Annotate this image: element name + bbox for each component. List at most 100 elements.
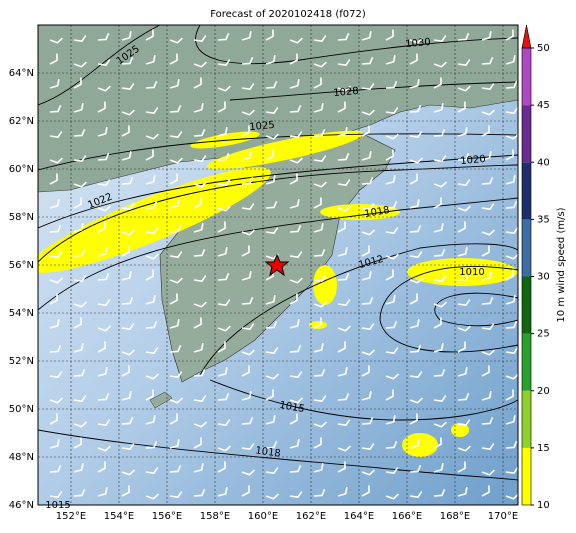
wind-barb (169, 131, 183, 138)
lon-label: 160°E (248, 511, 278, 522)
wind-barb (49, 491, 63, 498)
wind-barb (169, 157, 183, 164)
wind-barb (289, 251, 303, 258)
wind-barb (289, 79, 300, 89)
wind-barb (481, 83, 495, 90)
colorbar-tick-label: 20 (537, 386, 550, 397)
wind-barb (385, 149, 394, 161)
wind-barb (121, 416, 134, 425)
wind-barb (241, 416, 254, 425)
wind-barb (313, 35, 327, 42)
wind-barb (169, 104, 182, 113)
wind-barb (433, 61, 447, 68)
wind-barb (289, 277, 303, 284)
wind-barb (193, 368, 206, 377)
wind-barb (481, 271, 492, 281)
wind-barb (481, 443, 495, 450)
wind-barb (409, 199, 420, 209)
wind-barb (145, 133, 159, 140)
wind-barb (217, 487, 228, 497)
wind-barb (121, 245, 130, 257)
lat-label: 48°N (9, 452, 34, 463)
title: Forecast of 2020102418 (f072) (210, 9, 366, 20)
wind-barb (265, 320, 278, 329)
wind-barb (121, 31, 132, 41)
wind-barb (265, 29, 274, 41)
wind-barb (337, 221, 346, 233)
wind-barb (337, 247, 348, 257)
wind-barb (481, 203, 495, 210)
wind-barb (409, 319, 420, 329)
wind-barb (457, 85, 471, 92)
wind-barb (409, 344, 422, 353)
wind-barb (505, 29, 514, 41)
wind-barb (457, 419, 471, 426)
wind-barb (289, 464, 302, 473)
wind-barb (217, 392, 230, 401)
wind-barb (241, 176, 254, 185)
lon-label: 158°E (200, 511, 230, 522)
wind-barb (361, 271, 372, 281)
wind-barb (337, 59, 351, 66)
wind-barb (217, 179, 231, 186)
wind-barb (457, 341, 466, 353)
wind-barb (217, 272, 230, 281)
wind-barb (241, 296, 254, 305)
wind-barb (361, 416, 374, 425)
wind-barb (265, 175, 276, 185)
wind-barb (97, 325, 111, 332)
wind-barb (241, 125, 250, 137)
wind-barb (169, 371, 183, 378)
wind-barb (385, 269, 394, 281)
wind-barb (145, 200, 158, 209)
wind-barb (385, 440, 398, 449)
wind-barb (409, 293, 418, 305)
wind-barb (169, 439, 180, 449)
wind-barb (385, 227, 399, 234)
colorbar-band (522, 390, 531, 448)
wind-barb (409, 277, 423, 284)
wind-barb (313, 128, 326, 137)
wind-barb (241, 109, 255, 116)
wind-barb (145, 320, 158, 329)
wind-barb (505, 269, 514, 281)
wind-barb (121, 323, 135, 330)
isobar-label: 1010 (459, 267, 484, 278)
colorbar-extend (521, 24, 532, 49)
wind-barb (73, 77, 82, 89)
wind-barb (217, 367, 228, 377)
wind-barb (361, 83, 375, 90)
wind-barb (337, 461, 346, 473)
wind-barb (409, 157, 423, 164)
wind-barb (481, 469, 495, 476)
wind-barb (457, 59, 471, 66)
wind-barb (73, 223, 84, 233)
wind-barb (145, 80, 158, 89)
wind-barb (385, 467, 399, 474)
wind-barb (361, 391, 372, 401)
colorbar-band (522, 276, 531, 334)
colorbar-label: 10 m wind speed (m/s) (556, 207, 567, 322)
wind-barb (433, 128, 446, 137)
wind-barb (241, 245, 250, 257)
wind-barb (265, 415, 276, 425)
lat-label: 50°N (9, 404, 34, 415)
wind-barb (361, 151, 372, 161)
wind-barb (193, 128, 206, 137)
wind-barb (457, 325, 471, 332)
wind-barb (385, 493, 399, 500)
wind-barb (49, 319, 60, 329)
wind-barb (337, 205, 351, 212)
wind-barb (49, 277, 63, 284)
isobar-label: 1025 (249, 120, 275, 133)
wind-barb (97, 179, 111, 186)
colorbar-band (522, 333, 531, 391)
colorbar-tick-label: 25 (537, 329, 550, 340)
wind-barb (337, 392, 350, 401)
wind-barb (289, 439, 300, 449)
wind-barb (313, 61, 327, 68)
wind-barb (121, 229, 135, 236)
wind-barb (409, 53, 418, 65)
wind-barb (265, 80, 278, 89)
wind-barb (337, 367, 348, 377)
